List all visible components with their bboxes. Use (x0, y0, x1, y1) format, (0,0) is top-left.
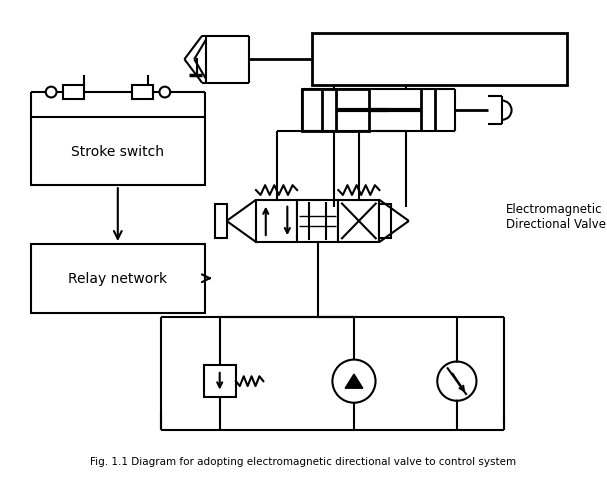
Bar (297, 200, 338, 242)
Bar (256, 200, 297, 242)
Text: Stroke switch: Stroke switch (71, 145, 164, 159)
Bar (203, 365, 236, 397)
Bar (63, 86, 84, 100)
Polygon shape (345, 374, 363, 388)
Text: Fig. 1.1 Diagram for adopting electromagnetic directional valve to control syste: Fig. 1.1 Diagram for adopting electromag… (90, 456, 516, 467)
Bar (302, 90, 368, 132)
Text: Relay network: Relay network (68, 272, 168, 286)
Bar (132, 86, 153, 100)
Text: Electromagnetic
Directional Valve: Electromagnetic Directional Valve (506, 203, 606, 230)
Bar (30, 117, 205, 186)
Bar (215, 204, 226, 239)
Bar (30, 244, 205, 313)
Bar (312, 34, 566, 86)
Bar (379, 204, 391, 239)
Bar (338, 200, 379, 242)
